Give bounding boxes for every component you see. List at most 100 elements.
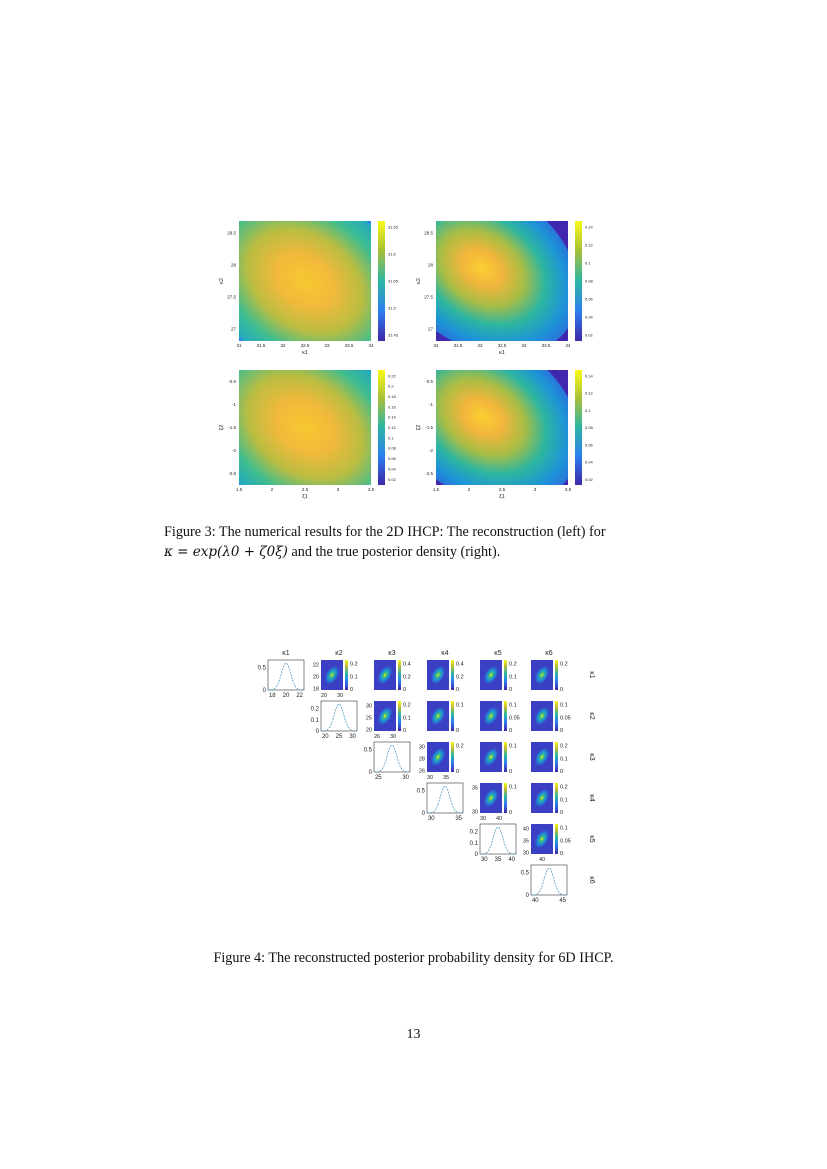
x-tick-label: 35: [443, 775, 449, 781]
joint-density-heatmap: 0.2 0.1 0: [531, 783, 568, 816]
plot-frame: [320, 700, 358, 732]
row-label-4: κ4: [588, 794, 595, 802]
colorbar-tick-label: 0: [509, 687, 512, 693]
colorbar-tick-label: 0.02: [585, 477, 594, 482]
y-tick-label: -0.5: [425, 379, 433, 384]
colorbar: [504, 660, 507, 690]
x-tick-label: 2: [271, 487, 274, 492]
x-tick-label: 26: [374, 734, 380, 740]
caption-text-line1: The numerical results for the 2D IHCP: T…: [218, 524, 606, 540]
x-tick-label: 2: [468, 487, 471, 492]
colorbar-tick-label: 0.1: [509, 674, 517, 680]
colorbar-tick-label: 0.14: [585, 373, 594, 378]
x-tick-label: 33: [324, 343, 330, 348]
colorbar-tick-label: 0.1: [403, 715, 411, 721]
y-tick-label: 0.1: [470, 841, 479, 847]
y-tick-label: 28: [428, 263, 434, 268]
colorbar: [378, 221, 385, 341]
colorbar-tick-label: 0.05: [560, 838, 571, 844]
y-tick-label: 28: [419, 757, 425, 763]
y-axis-label: κ2: [219, 278, 225, 284]
colorbar-tick-label: 0: [403, 728, 406, 734]
colorbar-tick-label: 0.1: [585, 261, 591, 266]
fig3-panel-bottom-right: [436, 370, 582, 485]
colorbar: [575, 370, 582, 485]
x-tick-label: 30: [480, 816, 486, 822]
y-tick-label: 28.5: [424, 231, 433, 236]
colorbar-tick-label: 0.2: [456, 744, 464, 750]
colorbar-tick-label: 0.08: [585, 425, 594, 430]
y-tick-label: 0.1: [311, 718, 320, 724]
colorbar: [555, 783, 558, 813]
y-tick-label: 0.5: [258, 666, 267, 672]
y-tick-label: -1.5: [228, 425, 236, 430]
colorbar-tick-label: 0.1: [350, 674, 358, 680]
y-tick-label: 27: [231, 327, 237, 332]
x-tick-label: 3.5: [565, 487, 572, 492]
column-label-2: κ2: [335, 650, 343, 657]
y-tick-label: 30: [366, 704, 372, 710]
plot-frame: [530, 864, 568, 896]
x-tick-label: 33.5: [345, 343, 354, 348]
y-tick-label: 0: [526, 893, 530, 899]
colorbar-tick-label: 0.4: [456, 662, 464, 668]
heatmap-density-blob: [534, 788, 550, 808]
x-tick-label: 40: [539, 857, 545, 863]
y-tick-label: 18: [313, 687, 319, 693]
y-tick-label: 26: [419, 769, 425, 775]
density-curve: [321, 703, 357, 732]
colorbar-tick-label: 0.04: [585, 315, 594, 320]
y-tick-label: -2: [429, 448, 433, 453]
y-tick-label: 28: [231, 263, 237, 268]
x-tick-label: 30: [427, 775, 433, 781]
colorbar-tick-label: 31.65: [388, 225, 399, 230]
colorbar-tick-label: 0.02: [585, 333, 594, 338]
x-tick-label: 33.5: [542, 343, 551, 348]
marginal-density-plot: 30 35 40 0.2 0.1 0: [470, 823, 517, 863]
colorbar: [575, 221, 582, 341]
colorbar-tick-label: 0.1: [560, 826, 568, 832]
x-tick-label: 30: [481, 857, 488, 863]
y-tick-label: -2.5: [425, 471, 433, 476]
y-tick-label: 35: [472, 786, 478, 792]
colorbar: [398, 701, 401, 731]
fig3-panel-top-right: [436, 221, 582, 341]
heatmap-density-blob: [483, 788, 499, 808]
colorbar-tick-label: 0.05: [560, 715, 571, 721]
colorbar-tick-label: 0: [560, 687, 563, 693]
x-tick-label: 32: [280, 343, 286, 348]
joint-density-heatmap: 0.1 0.05 0 40 35 30 40: [523, 824, 571, 863]
heatmap-density-blob: [483, 665, 499, 685]
x-tick-label: 31.5: [454, 343, 463, 348]
y-tick-label: 0.2: [311, 707, 320, 713]
x-tick-label: 45: [559, 898, 566, 904]
colorbar-tick-label: 0.1: [509, 744, 517, 750]
y-axis-label: ξ2: [219, 425, 225, 431]
heatmap-density-blob: [239, 370, 371, 485]
y-tick-label: -2.5: [228, 471, 236, 476]
column-label-5: κ5: [494, 650, 502, 657]
marginal-density-plot: 25 30 0.5 0: [364, 741, 411, 781]
y-tick-label: 0.5: [417, 789, 426, 795]
y-tick-label: 30: [472, 810, 478, 816]
heatmap-density-blob: [534, 829, 550, 849]
colorbar: [555, 701, 558, 731]
x-tick-label: 25: [336, 734, 343, 740]
colorbar: [504, 742, 507, 772]
colorbar-tick-label: 0.14: [585, 225, 594, 230]
heatmap-density-blob: [377, 665, 393, 685]
y-tick-label: 0.5: [364, 748, 373, 754]
y-tick-label: 0: [316, 729, 320, 735]
colorbar: [451, 701, 454, 731]
colorbar-tick-label: 0.05: [509, 715, 520, 721]
colorbar: [504, 783, 507, 813]
x-tick-label: 31.5: [257, 343, 266, 348]
x-tick-label: 35: [495, 857, 502, 863]
colorbar-tick-label: 0.08: [585, 279, 594, 284]
colorbar: [555, 742, 558, 772]
x-tick-label: 30: [349, 734, 356, 740]
